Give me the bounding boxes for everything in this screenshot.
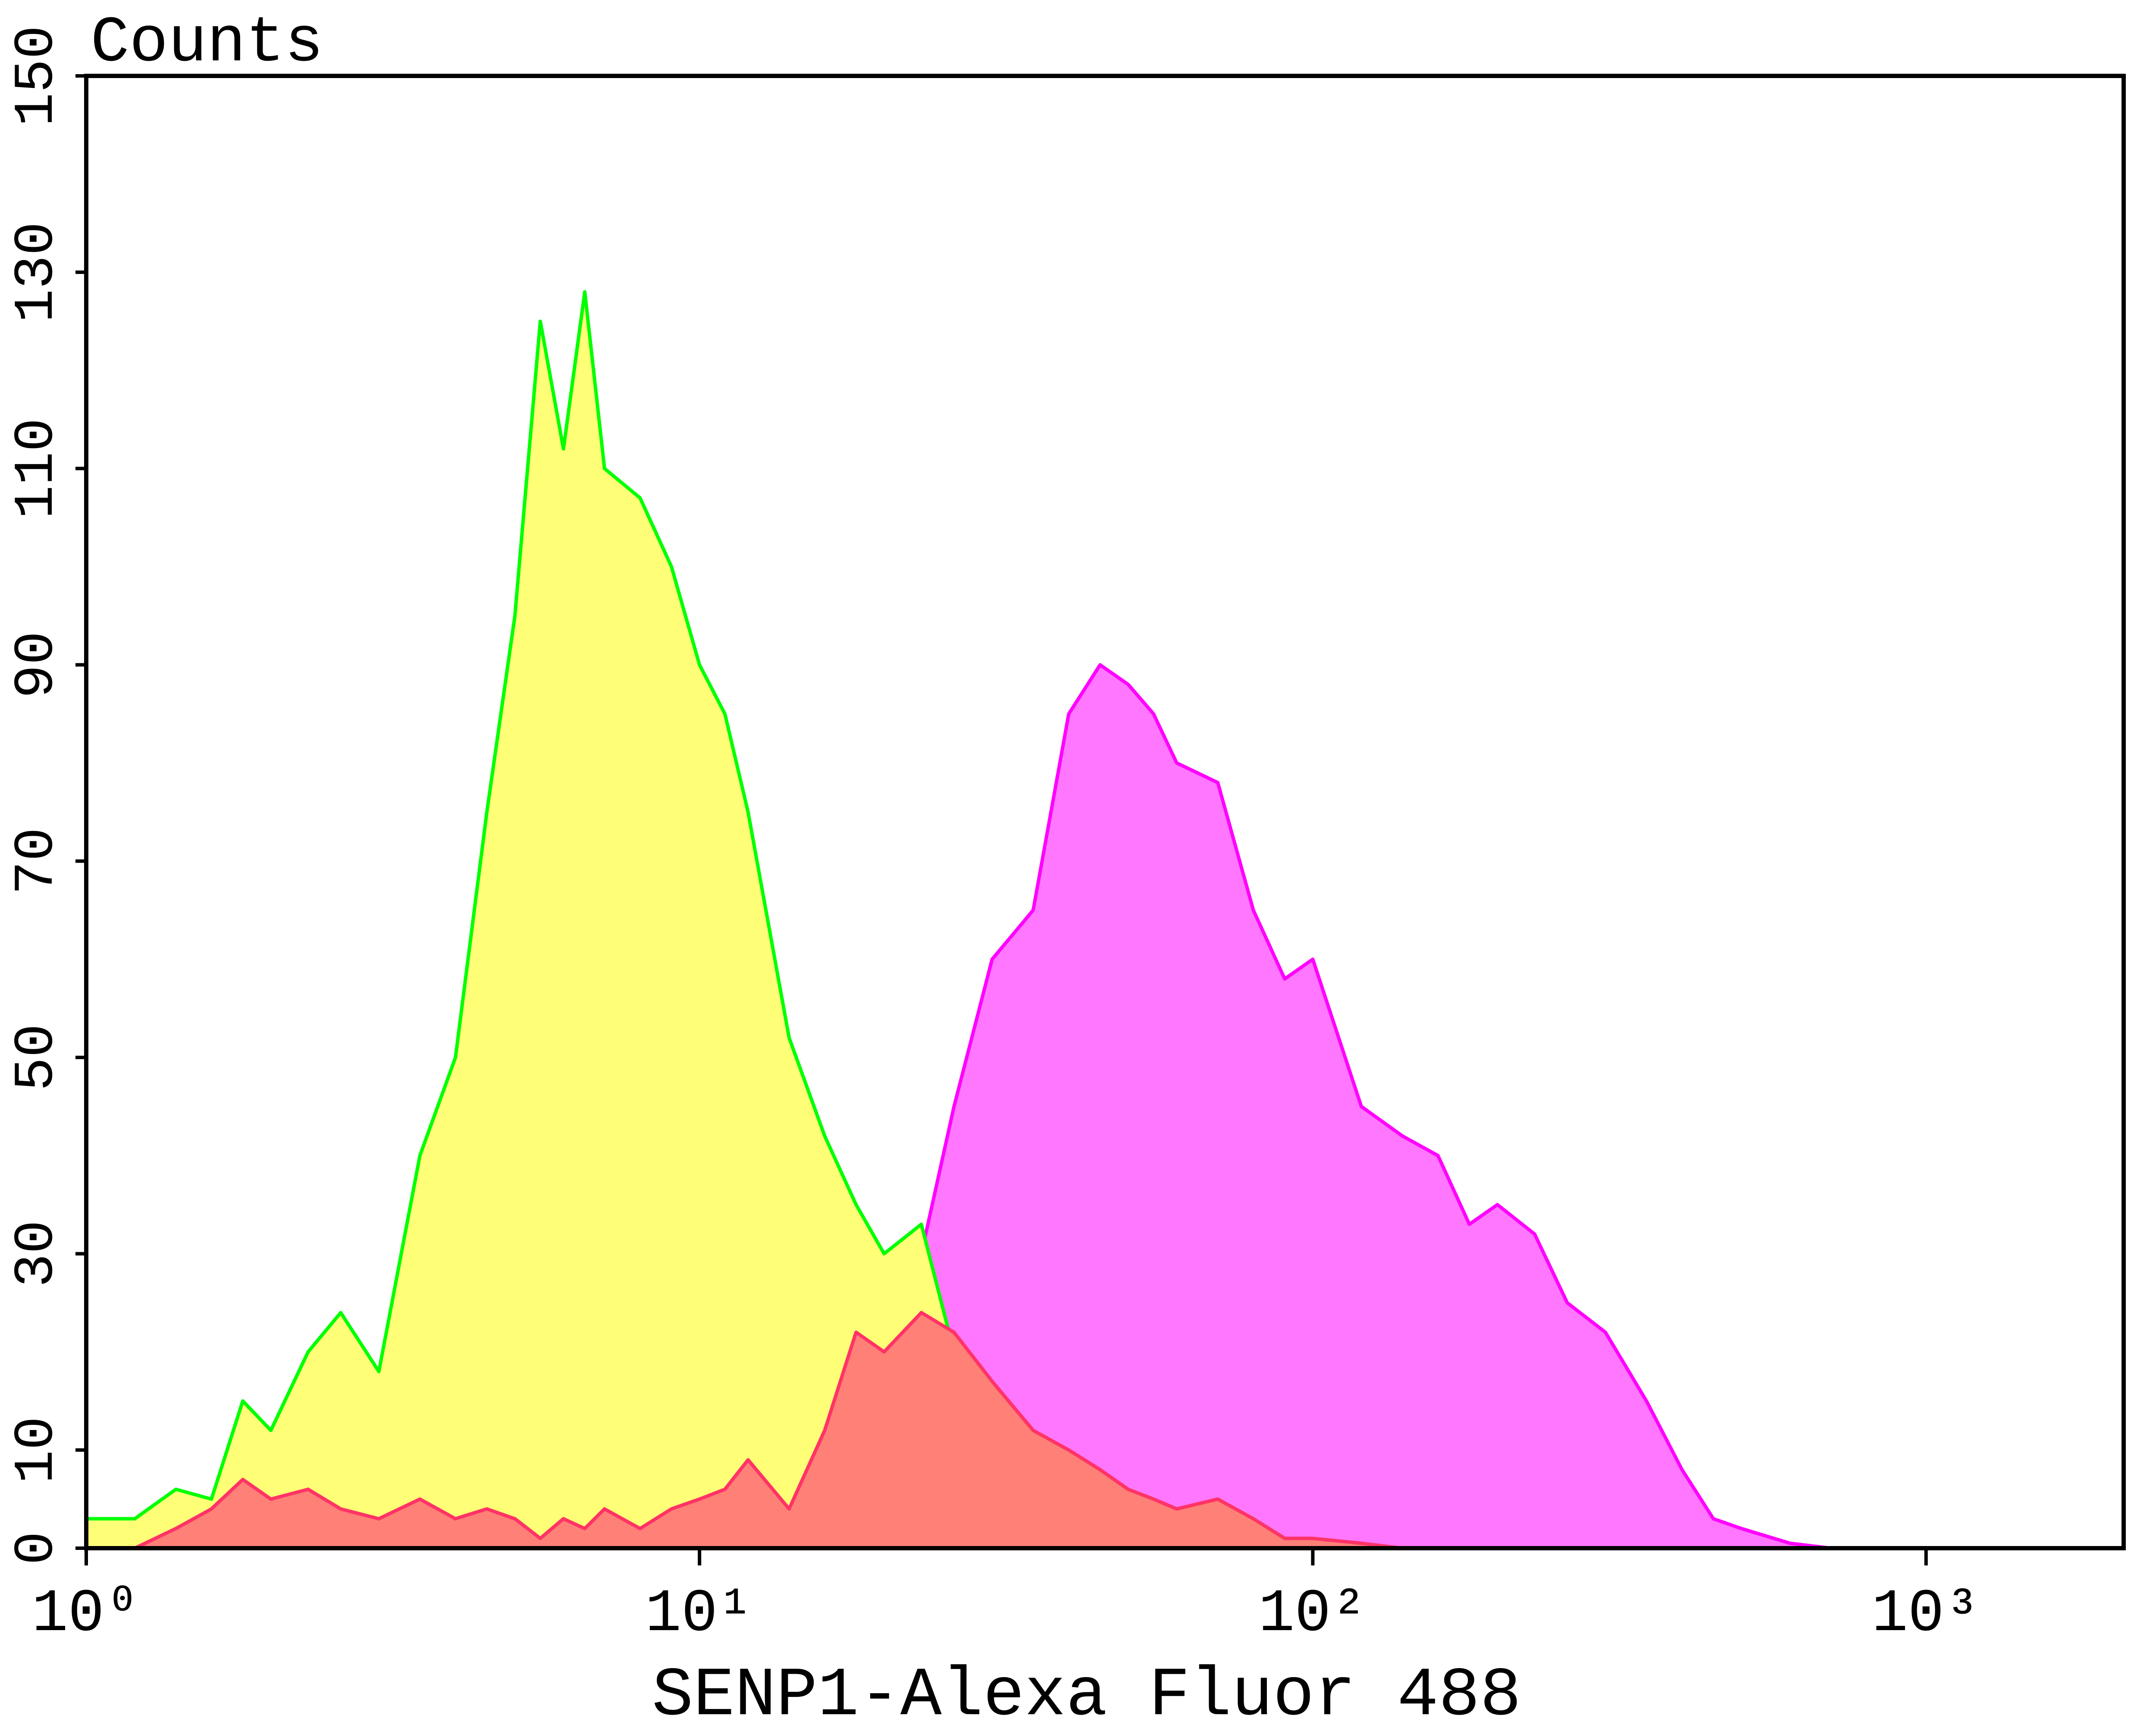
plot-frame <box>84 74 2126 1550</box>
y-tick-label: 30 <box>6 1220 69 1287</box>
y-tick-label: 50 <box>6 1024 69 1091</box>
y-tick-label: 70 <box>6 828 69 895</box>
x-tick-label: 10⁰ <box>32 1580 141 1649</box>
y-axis-label: Counts <box>91 7 323 80</box>
y-tick-label: 130 <box>6 222 69 323</box>
y-tick-label: 0 <box>6 1531 69 1565</box>
x-axis-label: SENP1-Alexa Fluor 488 <box>652 1657 1521 1725</box>
x-tick-label: 10³ <box>1872 1580 1981 1649</box>
y-tick-label: 10 <box>6 1416 69 1484</box>
x-tick-label: 10¹ <box>645 1580 754 1649</box>
y-tick-label: 150 <box>6 25 69 126</box>
y-tick-label: 110 <box>6 418 69 519</box>
x-tick-label: 10² <box>1258 1580 1367 1649</box>
y-tick-label: 90 <box>6 631 69 699</box>
